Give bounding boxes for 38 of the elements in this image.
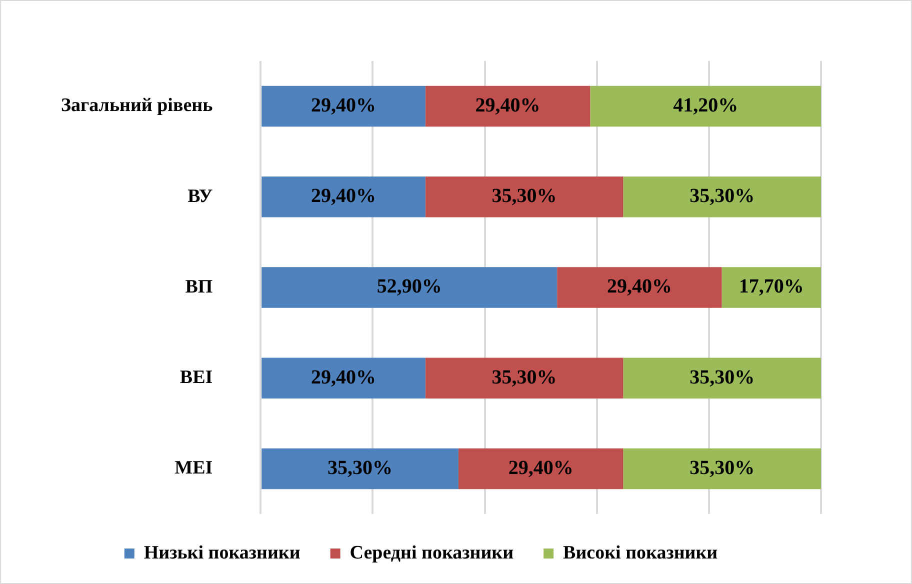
bar [425, 86, 590, 127]
bar [262, 176, 426, 218]
data-label: 35,30% [690, 456, 755, 479]
data-label: 35,30% [492, 366, 557, 388]
bar [722, 267, 821, 308]
bar [425, 358, 624, 398]
data-label: 35,30% [690, 185, 755, 208]
bar [557, 267, 722, 308]
data-label: 29,40% [311, 94, 376, 116]
data-label: 35,30% [492, 185, 557, 208]
bar [623, 176, 821, 218]
bar [262, 267, 558, 308]
y-tick-label: ВУ [188, 186, 213, 207]
y-tick-label: МЕІ [174, 458, 213, 479]
data-label: 29,40% [311, 185, 376, 208]
bar [425, 176, 624, 218]
bar [623, 358, 821, 398]
data-label: 41,20% [673, 94, 738, 116]
data-label: 29,40% [606, 276, 672, 298]
legend-label: Високі показники [563, 542, 718, 564]
y-tick-label: ВЕІ [180, 367, 213, 388]
bar [590, 86, 821, 127]
y-tick-label: Загальний рівень [60, 95, 213, 116]
bar [262, 86, 426, 127]
data-label: 17,70% [738, 276, 804, 298]
data-label: 29,40% [311, 366, 376, 388]
bar [262, 358, 426, 398]
bar [458, 448, 624, 490]
legend-label: Середні показники [350, 542, 514, 564]
bar [262, 448, 458, 490]
data-label: 29,40% [475, 94, 540, 116]
data-label: 35,30% [328, 456, 393, 479]
bar [623, 448, 821, 490]
legend-label: Низькі показники [144, 542, 300, 564]
data-label: 29,40% [508, 456, 574, 479]
y-tick-label: ВП [185, 276, 213, 298]
data-label: 52,90% [376, 276, 442, 298]
data-label: 35,30% [690, 366, 755, 388]
